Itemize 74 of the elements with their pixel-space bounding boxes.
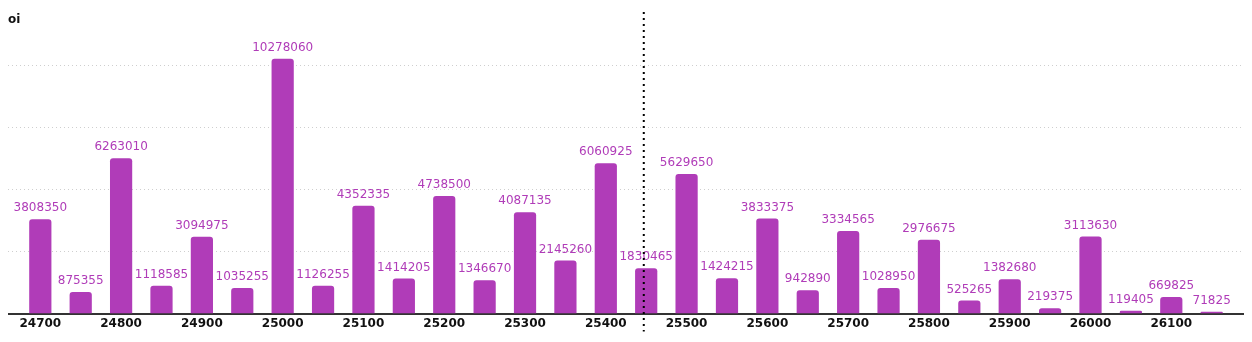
x-tick-label: 25500 bbox=[665, 315, 708, 330]
x-tick-label: 25400 bbox=[584, 315, 627, 330]
data-label: 6060925 bbox=[579, 144, 633, 159]
data-label: 2145260 bbox=[538, 241, 593, 256]
bar bbox=[271, 58, 294, 314]
bar bbox=[715, 278, 739, 314]
bar bbox=[877, 288, 900, 314]
data-label: 1126255 bbox=[296, 266, 350, 281]
data-label: 4087135 bbox=[498, 193, 552, 208]
data-label: 10278060 bbox=[252, 39, 314, 54]
x-tick-label: 25900 bbox=[988, 315, 1031, 330]
y-axis-title: oi bbox=[8, 12, 21, 27]
bar bbox=[1039, 308, 1062, 314]
x-tick-label: 25200 bbox=[423, 315, 466, 330]
bar bbox=[190, 236, 213, 314]
data-label: 525265 bbox=[946, 281, 993, 296]
bar bbox=[109, 158, 133, 314]
bar bbox=[150, 285, 173, 314]
x-tick-label: 25600 bbox=[746, 315, 789, 330]
bar bbox=[352, 205, 375, 314]
x-tick-label: 26100 bbox=[1150, 315, 1193, 330]
bar bbox=[513, 212, 537, 314]
data-label: 1830465 bbox=[619, 249, 673, 264]
bar bbox=[635, 268, 658, 314]
bar bbox=[392, 278, 415, 314]
bar bbox=[837, 230, 860, 314]
data-label: 4738500 bbox=[417, 177, 471, 192]
x-tick-label: 25300 bbox=[504, 315, 546, 330]
data-label: 942890 bbox=[784, 271, 831, 286]
bar bbox=[1079, 236, 1102, 314]
data-label: 1118585 bbox=[134, 266, 189, 281]
data-label: 875355 bbox=[57, 273, 104, 288]
data-label: 1382680 bbox=[983, 260, 1037, 275]
bar bbox=[231, 287, 254, 314]
bar bbox=[473, 280, 496, 314]
x-tick-label: 24900 bbox=[181, 315, 223, 330]
bar bbox=[554, 260, 577, 314]
bar bbox=[958, 300, 981, 314]
x-tick-label: 25700 bbox=[827, 315, 870, 330]
x-tick-label: 25800 bbox=[908, 315, 950, 330]
data-label: 5629650 bbox=[659, 155, 714, 170]
data-label: 1028950 bbox=[861, 269, 916, 284]
data-label: 1424215 bbox=[700, 259, 754, 274]
data-label: 669825 bbox=[1148, 278, 1195, 293]
data-label: 3334565 bbox=[821, 212, 875, 227]
data-label: 3808350 bbox=[13, 200, 68, 215]
data-label: 1346670 bbox=[457, 261, 512, 276]
data-label: 119405 bbox=[1108, 291, 1154, 306]
bar bbox=[1160, 296, 1183, 314]
bar bbox=[311, 285, 335, 314]
data-label: 6263010 bbox=[94, 139, 148, 154]
data-label: 1414205 bbox=[377, 259, 431, 274]
bar bbox=[594, 163, 617, 314]
bar bbox=[433, 196, 456, 314]
bar bbox=[998, 279, 1021, 314]
data-label: 3833375 bbox=[740, 199, 795, 214]
bar bbox=[675, 173, 698, 314]
x-tick-label: 25100 bbox=[342, 315, 385, 330]
data-label: 2976675 bbox=[902, 220, 956, 235]
x-tick-label: 24700 bbox=[19, 315, 62, 330]
bar bbox=[29, 219, 52, 314]
bar bbox=[69, 291, 92, 314]
data-label: 3113630 bbox=[1063, 217, 1118, 232]
data-label: 71825 bbox=[1192, 292, 1231, 307]
data-label: 3094975 bbox=[175, 217, 229, 232]
x-tick-label: 25000 bbox=[261, 315, 304, 330]
bar bbox=[756, 218, 779, 314]
data-label: 4352335 bbox=[336, 186, 391, 201]
data-label: 219375 bbox=[1027, 289, 1074, 304]
x-tick-label: 26000 bbox=[1069, 315, 1112, 330]
x-tick-label: 24800 bbox=[100, 315, 142, 330]
data-label: 1035255 bbox=[215, 269, 269, 284]
bar bbox=[796, 290, 819, 314]
bar bbox=[917, 239, 941, 314]
